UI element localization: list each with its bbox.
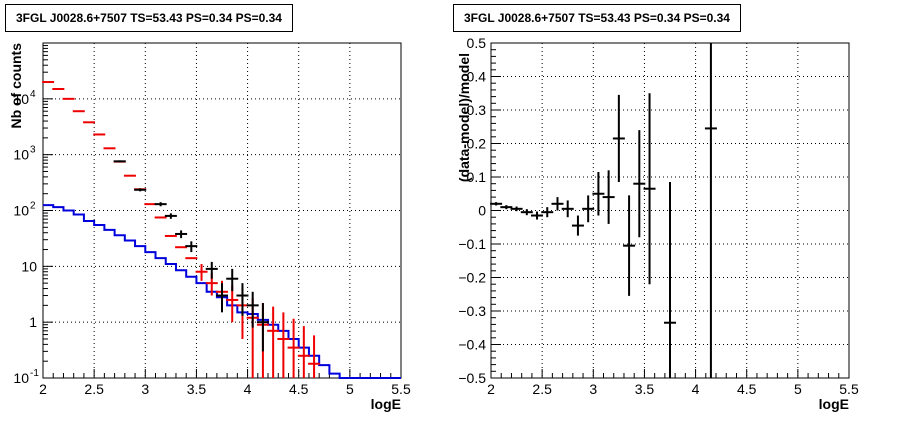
counts-chart-title: 3FGL J0028.6+7507 TS=53.43 PS=0.34 PS=0.… (5, 4, 293, 32)
y-tick-exponent: 4 (30, 89, 36, 100)
y-tick-label: −0.5 (458, 370, 486, 386)
x-tick-label: 5 (346, 381, 354, 397)
x-tick-label: 5 (794, 381, 802, 397)
x-tick-label: 4.5 (289, 381, 309, 397)
y-tick-label: 10 (13, 203, 29, 219)
y-tick-label: 10 (21, 258, 37, 274)
x-tick-label: 2 (39, 381, 47, 397)
residuals-chart-title: 3FGL J0028.6+7507 TS=53.43 PS=0.34 PS=0.… (453, 4, 741, 32)
x-tick-label: 5.5 (391, 381, 411, 397)
x-axis-label: logE (819, 396, 849, 412)
x-tick-label: 4 (692, 381, 700, 397)
y-tick-label: −0.2 (458, 270, 486, 286)
y-tick-exponent: -1 (30, 368, 39, 379)
y-tick-label: 0 (478, 203, 486, 219)
y-tick-label: 0.3 (467, 102, 487, 118)
x-tick-label: 4.5 (737, 381, 757, 397)
y-axis-label: Nb of counts (8, 43, 24, 129)
y-tick-label: 0.2 (467, 136, 487, 152)
x-axis-label: logE (371, 396, 401, 412)
x-tick-label: 5.5 (839, 381, 859, 397)
x-tick-label: 3.5 (187, 381, 207, 397)
y-tick-label: −0.4 (458, 337, 486, 353)
x-tick-label: 4 (244, 381, 252, 397)
y-tick-label: −0.1 (458, 236, 486, 252)
x-tick-label: 2.5 (532, 381, 552, 397)
y-tick-label: −0.3 (458, 303, 486, 319)
y-tick-label: 0.5 (467, 35, 487, 51)
x-tick-label: 2 (487, 381, 495, 397)
y-tick-exponent: 2 (30, 201, 36, 212)
y-axis-label: (data-model)/model (456, 53, 472, 182)
y-tick-label: 0.1 (467, 169, 487, 185)
y-tick-label: 1 (29, 314, 37, 330)
y-tick-exponent: 3 (30, 145, 36, 156)
y-tick-label: 0.4 (467, 69, 487, 85)
x-tick-label: 3 (141, 381, 149, 397)
x-tick-label: 3 (589, 381, 597, 397)
x-tick-label: 2.5 (84, 381, 104, 397)
y-tick-label: 10 (13, 370, 29, 386)
x-tick-label: 3.5 (635, 381, 655, 397)
y-tick-label: 10 (13, 91, 29, 107)
y-tick-label: 10 (13, 147, 29, 163)
